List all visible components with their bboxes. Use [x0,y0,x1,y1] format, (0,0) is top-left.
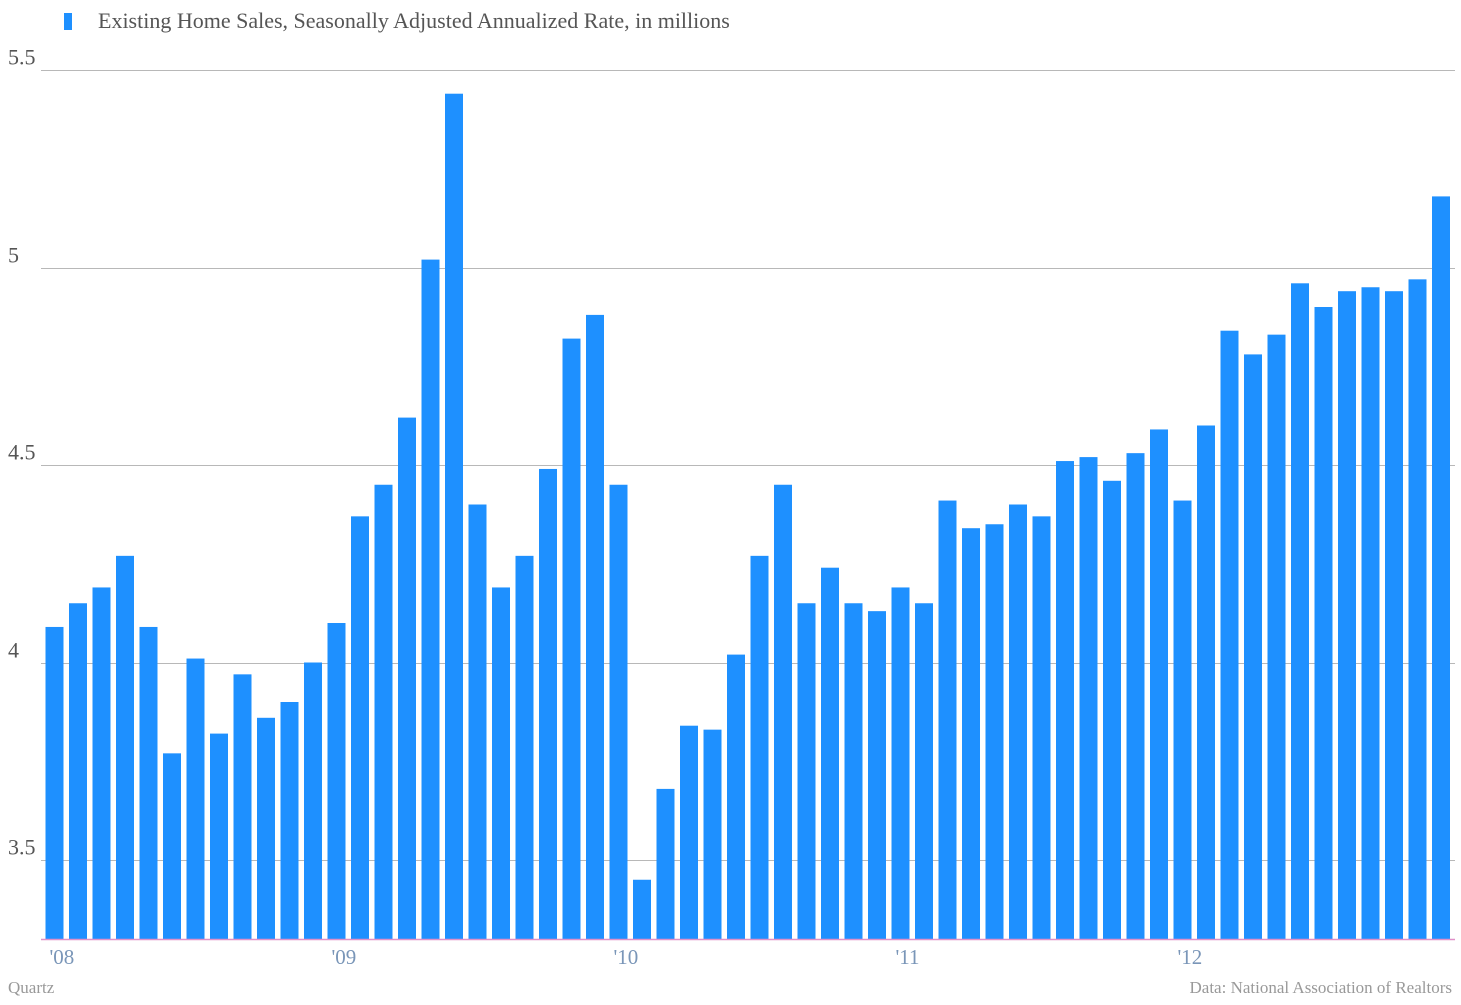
bar [703,729,722,939]
bar [1408,279,1427,940]
bar [1361,287,1380,939]
bar [304,662,322,939]
x-tick-label: '09 [332,945,357,969]
y-tick-label: 5.5 [8,45,36,70]
bar [1267,334,1286,939]
bar [186,658,205,939]
bar [1197,425,1215,939]
bar [774,484,792,939]
bar [280,702,299,939]
bar [445,93,463,939]
bar [327,623,346,939]
bar [633,879,651,939]
bar [868,611,886,939]
y-tick-label: 4 [8,638,19,663]
source-text: Data: National Association of Realtors [1189,978,1453,997]
bar [797,603,816,939]
bar [1385,291,1403,939]
bar [750,555,769,939]
bar [1173,500,1192,939]
legend-label: Existing Home Sales, Seasonally Adjusted… [98,8,730,33]
y-tick-label: 4.5 [8,440,36,465]
x-tick-label: '12 [1178,945,1203,969]
x-tick-label: '10 [614,945,639,969]
bar [492,587,510,939]
bar [938,500,957,939]
y-tick-label: 3.5 [8,835,36,860]
bar [69,603,87,939]
bar [562,338,581,940]
bar [45,626,64,939]
x-tick-label: '11 [896,945,920,969]
bar [139,626,158,939]
bar [1103,480,1121,939]
bar [374,484,393,939]
credit-text: Quartz [8,978,55,997]
bar [1432,196,1450,939]
x-tick-label: '08 [50,945,75,969]
bar [656,788,675,939]
bar [1056,461,1074,939]
bar [1009,504,1027,939]
bar [398,417,416,940]
bar [351,516,369,939]
bar [1126,453,1145,939]
bar [962,528,980,939]
bar [1314,307,1333,939]
bar [680,725,698,939]
bar [539,468,557,939]
bar [821,567,839,939]
bar [163,753,181,939]
legend-swatch [64,12,72,30]
y-tick-label: 5 [8,243,19,268]
bar [1244,354,1262,939]
bar [257,717,275,939]
bar [727,654,745,939]
bar [421,259,440,940]
bar [233,674,252,939]
bar [468,504,487,939]
bar [844,603,863,939]
bar [1032,516,1051,939]
bar [586,314,604,939]
bar [1150,429,1168,939]
bar [915,603,933,939]
bar [116,555,134,939]
bar [609,484,628,939]
bar [985,524,1004,939]
legend: Existing Home Sales, Seasonally Adjusted… [64,6,730,36]
bar [1338,291,1356,939]
bar [1291,283,1309,939]
bar [1220,330,1239,939]
bar [891,587,910,939]
bar [210,733,228,939]
bar [1079,457,1098,939]
bar [515,555,534,939]
bar [92,587,111,939]
